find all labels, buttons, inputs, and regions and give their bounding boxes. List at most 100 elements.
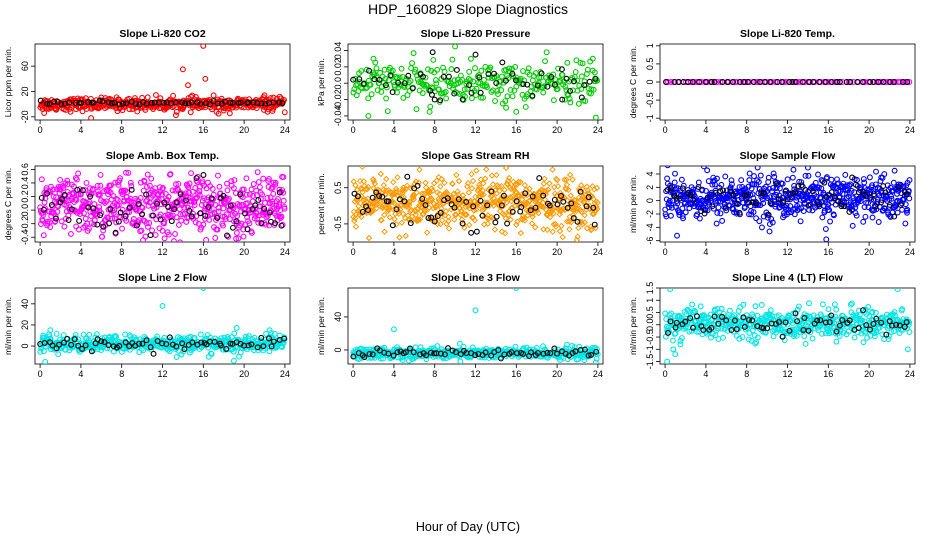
data-point — [395, 210, 403, 218]
data-point — [225, 195, 232, 202]
data-point — [223, 211, 230, 218]
mean-point — [427, 349, 434, 356]
data-point — [422, 179, 429, 186]
data-point — [400, 94, 407, 101]
data-point — [847, 301, 854, 308]
data-point — [458, 208, 465, 216]
mean-point — [281, 335, 288, 342]
data-point — [590, 86, 597, 93]
data-point — [364, 183, 372, 191]
data-point — [517, 229, 525, 237]
data-point — [224, 187, 231, 194]
data-point — [904, 209, 910, 216]
data-point — [53, 106, 60, 113]
mean-point — [147, 344, 154, 351]
x-tick-label: 4 — [78, 369, 83, 379]
mean-point — [554, 201, 561, 208]
data-point — [266, 348, 273, 355]
mean-point — [809, 188, 816, 195]
data-point — [582, 98, 589, 104]
data-points — [37, 288, 288, 364]
mean-point — [588, 351, 595, 358]
data-point — [231, 177, 238, 184]
mean-point — [554, 350, 560, 357]
mean-point — [570, 215, 577, 221]
mean-point — [387, 72, 394, 79]
mean-point — [143, 337, 150, 344]
data-point — [437, 183, 444, 190]
mean-point — [157, 216, 164, 223]
data-point — [422, 184, 430, 191]
mean-point — [746, 317, 752, 323]
mean-point — [260, 343, 267, 350]
data-point — [196, 191, 203, 198]
data-point — [137, 195, 144, 201]
mean-point — [723, 317, 730, 324]
x-tick-label: 4 — [703, 247, 708, 257]
mean-point — [477, 197, 484, 204]
data-point — [566, 95, 573, 102]
data-point — [249, 198, 256, 205]
data-point — [666, 328, 673, 335]
mean-point — [867, 194, 874, 201]
mean-point — [65, 217, 72, 223]
data-point — [581, 212, 588, 219]
mean-point — [795, 183, 802, 189]
data-point — [73, 176, 80, 183]
data-point — [214, 172, 221, 179]
y-tick-label: 20 — [20, 86, 30, 96]
data-point — [215, 208, 222, 215]
mean-point — [485, 71, 492, 77]
mean-point — [390, 352, 397, 359]
data-point — [492, 98, 499, 104]
mean-point — [821, 179, 828, 186]
data-point — [67, 230, 74, 237]
mean-point — [100, 223, 107, 230]
mean-point — [78, 99, 85, 106]
mean-point — [722, 204, 729, 211]
data-point — [664, 175, 671, 182]
data-point — [73, 197, 80, 203]
mean-point — [663, 79, 670, 85]
data-point — [420, 210, 427, 218]
data-point — [127, 179, 134, 186]
mean-point — [373, 189, 380, 196]
mean-point — [528, 349, 534, 356]
mean-point — [105, 342, 112, 349]
data-point — [410, 191, 417, 199]
mean-point — [350, 76, 357, 83]
mean-point — [227, 202, 234, 209]
mean-point — [148, 100, 155, 106]
data-point — [268, 185, 275, 192]
data-point — [490, 215, 497, 222]
mean-point — [570, 78, 577, 85]
mean-point — [417, 351, 423, 358]
data-point — [754, 334, 761, 341]
mean-point — [76, 217, 83, 224]
mean-point — [694, 313, 700, 320]
data-point — [94, 182, 101, 189]
data-point — [480, 191, 487, 198]
data-point — [574, 202, 582, 209]
x-tick-label: 20 — [864, 125, 874, 135]
mean-point — [563, 75, 570, 82]
mean-point — [572, 348, 579, 355]
outlier-point — [47, 327, 54, 334]
data-point — [379, 203, 386, 211]
mean-point — [822, 79, 829, 85]
mean-point — [741, 79, 747, 85]
mean-point — [123, 100, 130, 107]
data-point — [142, 233, 149, 240]
mean-point — [68, 341, 75, 348]
outlier-point — [823, 236, 830, 242]
data-point — [746, 79, 753, 85]
y-axis-title: percent per min. — [316, 173, 326, 234]
data-point — [257, 189, 264, 196]
data-point — [589, 183, 596, 190]
mean-point — [203, 100, 209, 106]
data-point — [378, 217, 385, 224]
mean-point — [799, 79, 806, 85]
mean-point — [101, 339, 108, 345]
mean-point — [459, 220, 466, 227]
